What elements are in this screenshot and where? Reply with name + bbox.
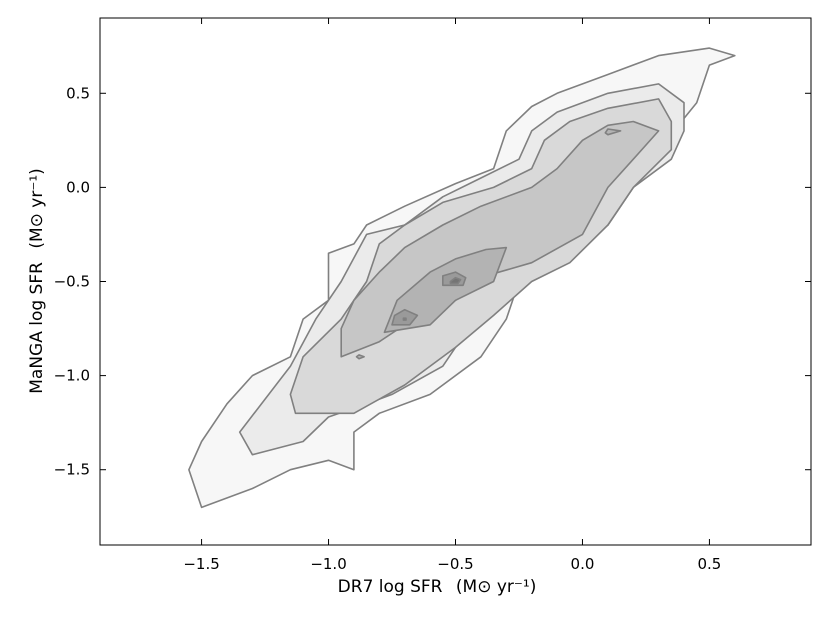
y-axis-label-text: MaNGA log SFR [27, 262, 47, 394]
y-axis-label: MaNGA log SFR (M⊙ yr⁻¹) [27, 168, 47, 394]
x-axis-label-text: DR7 log SFR [338, 577, 443, 597]
x-tick-label: −1.0 [310, 555, 346, 573]
y-tick-label: −0.5 [54, 273, 90, 291]
x-tick-label: −1.5 [183, 555, 219, 573]
contour-level-5-region-1 [383, 246, 508, 334]
y-tick-label: 0.0 [66, 178, 90, 196]
x-axis-unit: (M⊙ yr⁻¹) [456, 577, 536, 597]
x-tick-label: 0.0 [571, 555, 595, 573]
y-tick-label: −1.5 [54, 461, 90, 479]
x-tick-label: 0.5 [697, 555, 721, 573]
contour-level-7-region-1 [449, 276, 462, 285]
contour-level-6-region-1 [391, 308, 419, 326]
x-tick-label: −0.5 [437, 555, 473, 573]
x-axis-label: DR7 log SFR (M⊙ yr⁻¹) [338, 577, 537, 597]
y-axis-unit: (M⊙ yr⁻¹) [27, 168, 47, 248]
y-tick-label: −1.0 [54, 367, 90, 385]
axis-ticks: −1.5 −1.0 −0.5 0.0 0.5 −1.5 −1.0 −0.5 0.0 0.5 [54, 18, 811, 573]
contour-level-7-region-2 [402, 317, 407, 321]
y-tick-label: 0.5 [66, 84, 90, 102]
contour-layers [188, 47, 736, 509]
contour-level-5-region-3 [604, 128, 622, 136]
contour-level-5-region-2 [355, 354, 365, 360]
